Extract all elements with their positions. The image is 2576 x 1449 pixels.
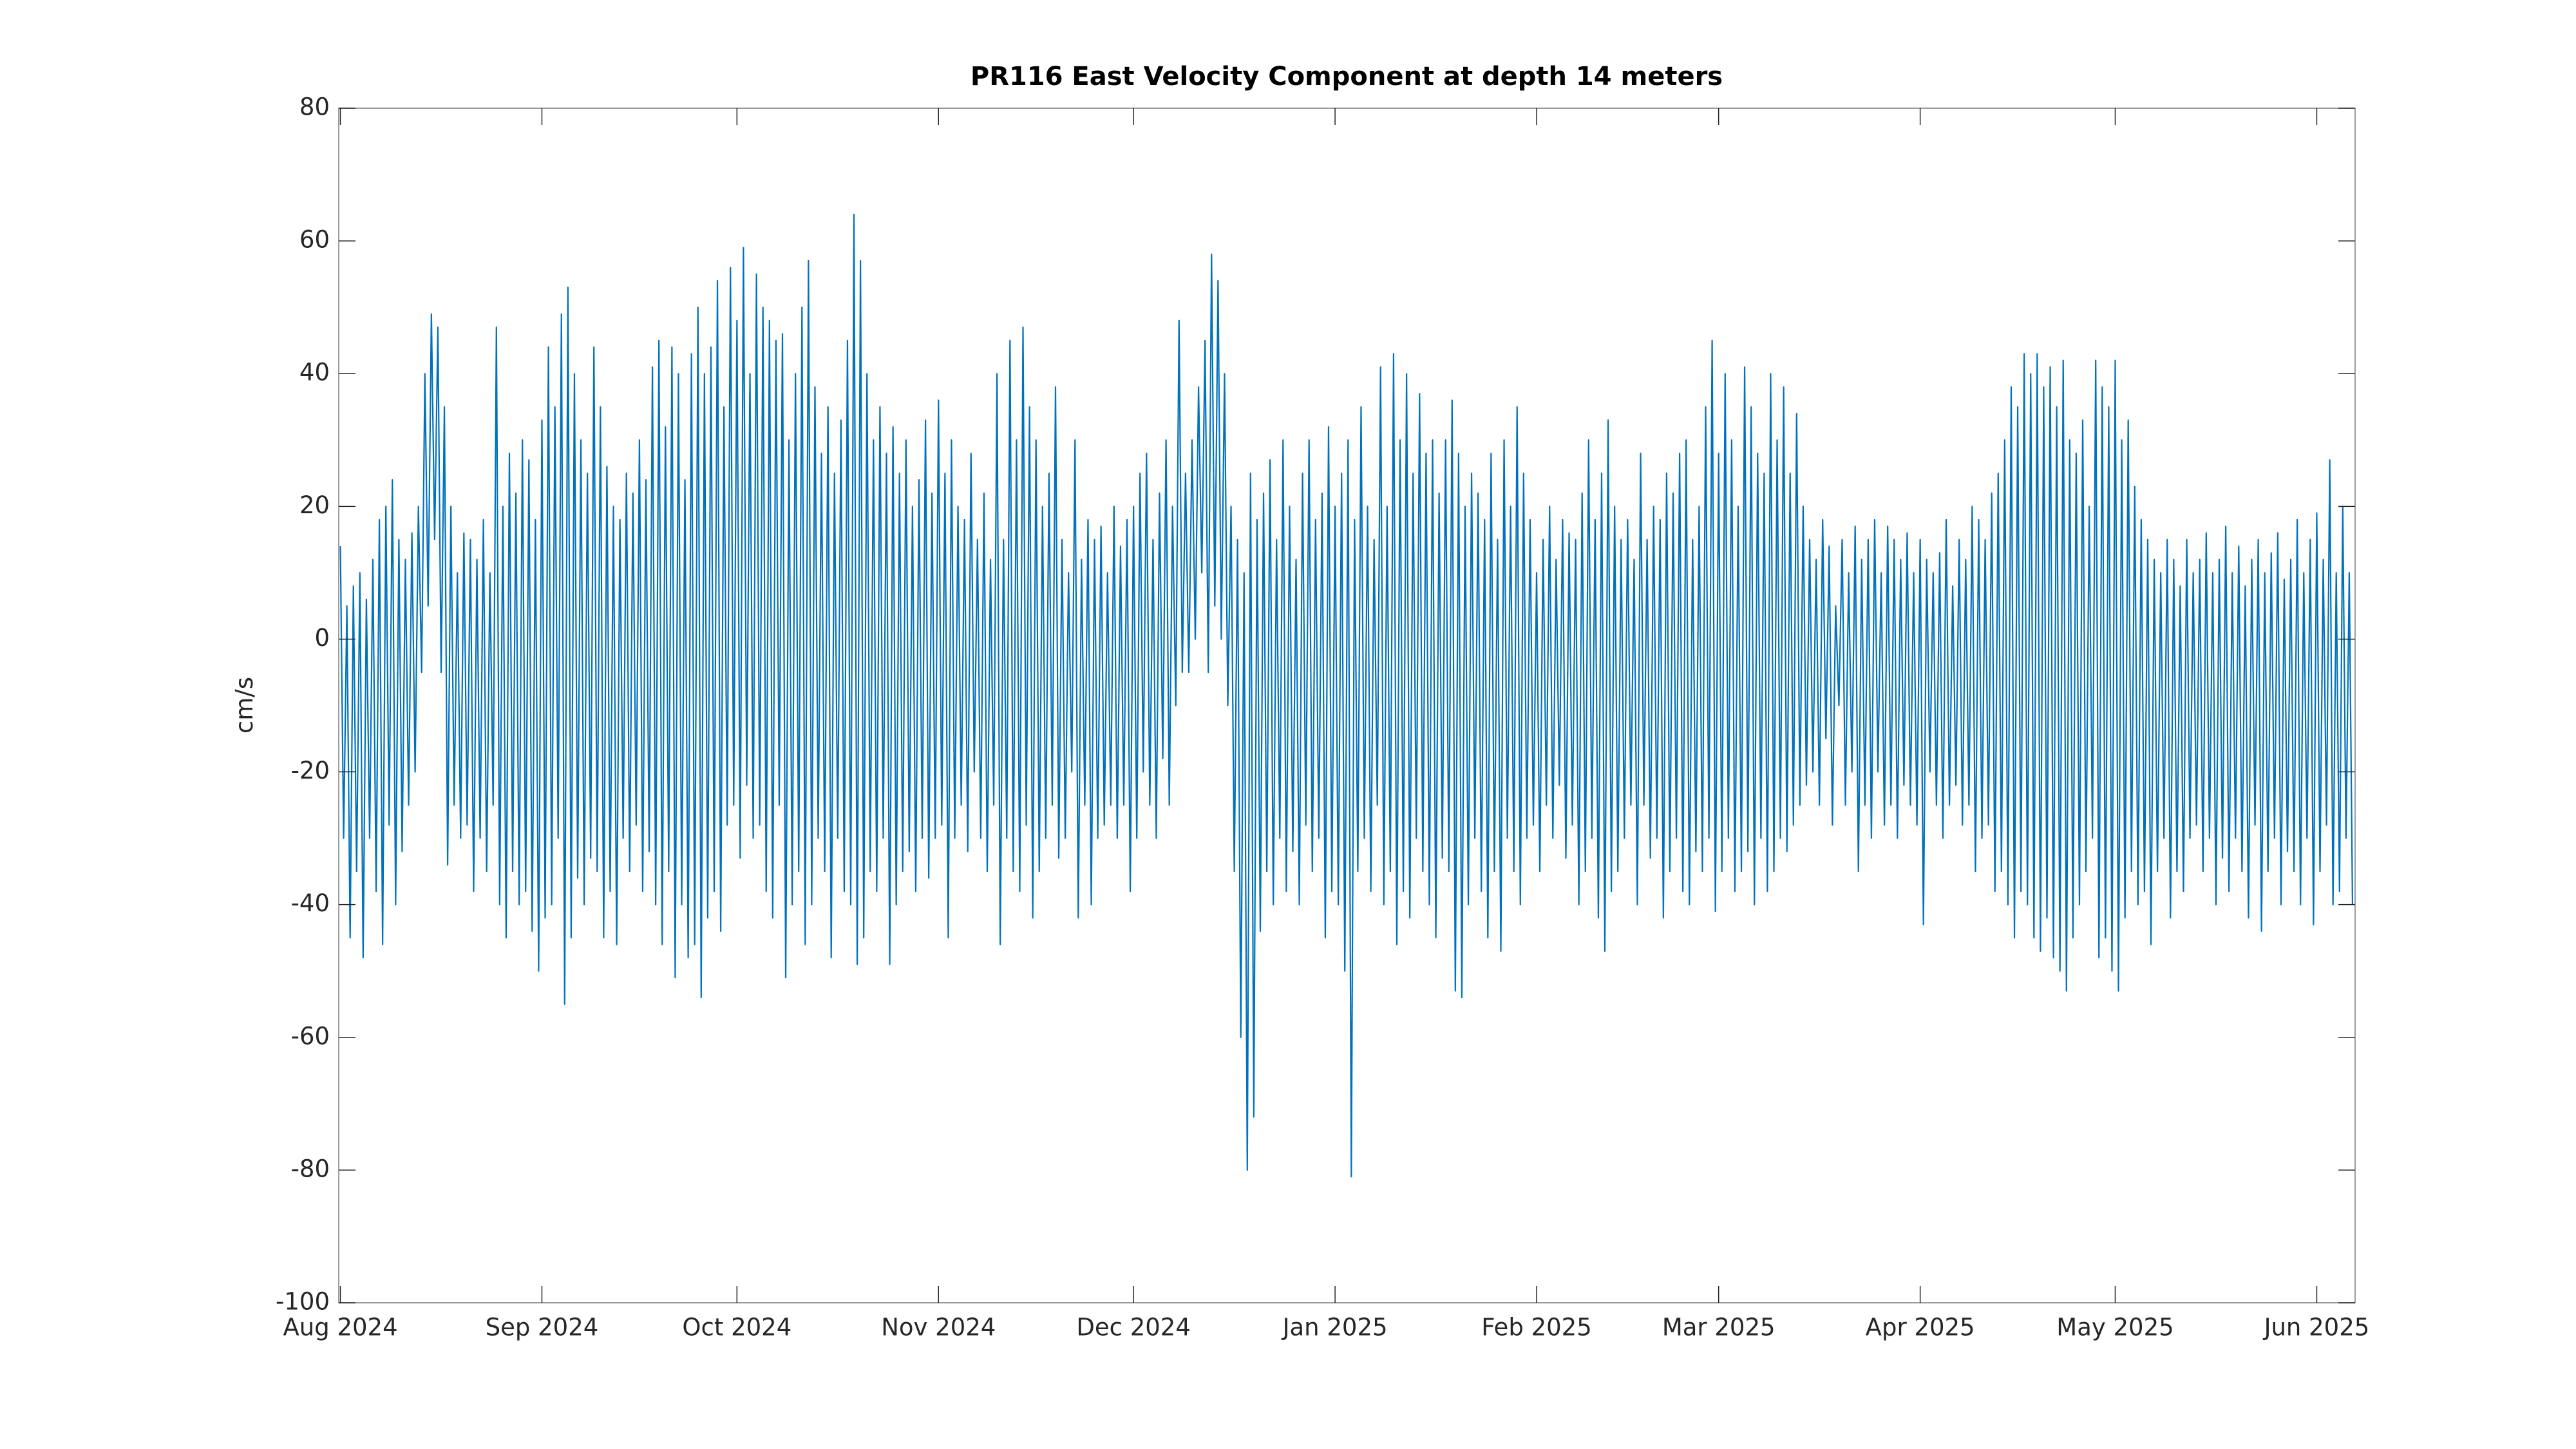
y-tick-label: 40	[299, 359, 330, 386]
y-tick-label: -20	[291, 757, 330, 784]
y-tick-label: 0	[314, 624, 330, 652]
y-tick-label: -80	[291, 1155, 330, 1182]
data-line	[339, 213, 2354, 1178]
x-tick-label: Mar 2025	[1662, 1314, 1776, 1341]
x-tick-label: Feb 2025	[1481, 1314, 1591, 1341]
x-tick-label: Oct 2024	[682, 1314, 791, 1341]
x-tick-label: Jan 2025	[1282, 1314, 1388, 1341]
axes-box	[338, 108, 2356, 1303]
x-tick-label: Aug 2024	[283, 1314, 397, 1341]
y-axis-label: cm/s	[231, 677, 258, 734]
y-tick-label: -100	[276, 1288, 330, 1316]
x-tick-label: Dec 2024	[1076, 1314, 1191, 1341]
x-tick-label: Sep 2024	[486, 1314, 599, 1341]
y-tick-label: 60	[299, 226, 330, 254]
chart-title: PR116 East Velocity Component at depth 1…	[971, 62, 1723, 91]
y-tick-label: 80	[299, 93, 330, 121]
y-tick-label: -40	[291, 889, 330, 917]
x-tick-label: Apr 2025	[1866, 1314, 1975, 1341]
y-tick-label: -60	[291, 1022, 330, 1050]
x-tick-label: Nov 2024	[881, 1314, 996, 1341]
x-tick-label: Jun 2025	[2263, 1314, 2370, 1341]
x-tick-label: May 2025	[2056, 1314, 2174, 1341]
y-tick-label: 20	[299, 491, 330, 519]
